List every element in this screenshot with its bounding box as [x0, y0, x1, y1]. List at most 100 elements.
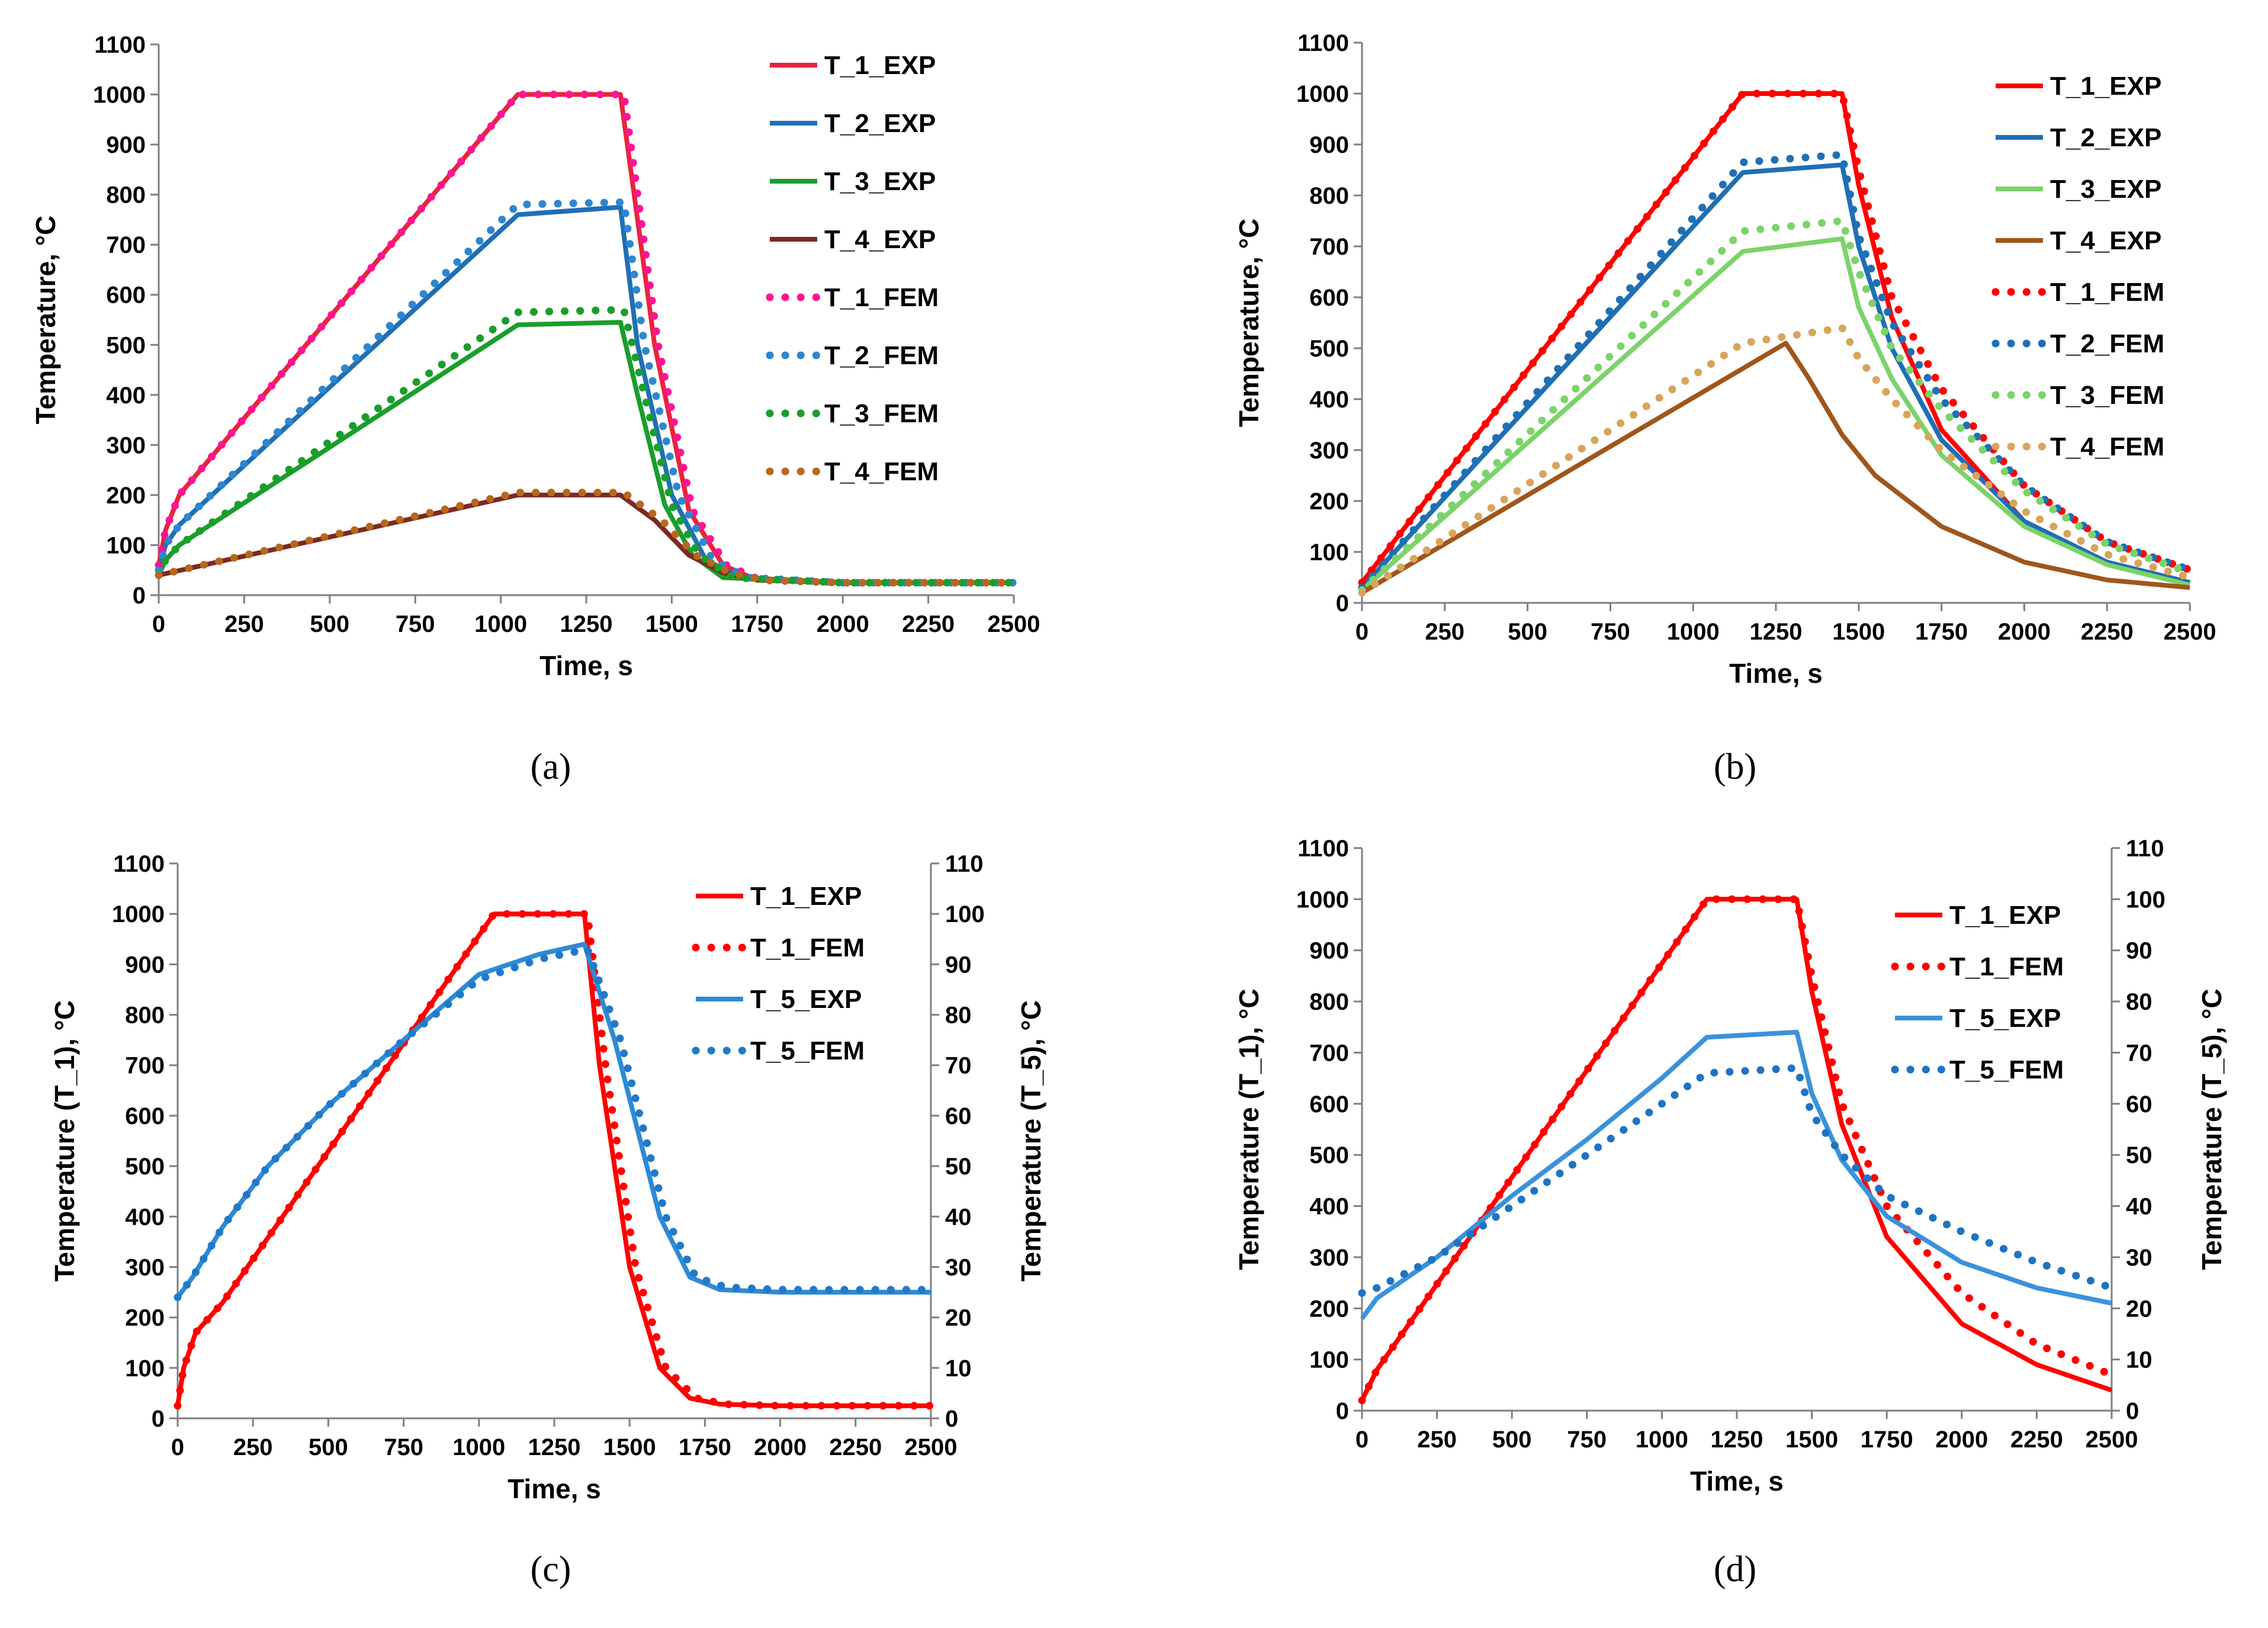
series-line-t-4-exp — [1360, 341, 2190, 595]
x-axis-title: Time, s — [1690, 1466, 1784, 1497]
legend-label: T_2_FEM — [824, 341, 939, 370]
y2-tick-label: 30 — [2126, 1245, 2153, 1271]
x-tick-label: 1500 — [645, 611, 698, 637]
y-tick-label: 200 — [106, 483, 146, 509]
chart-panel-c: 0 250 500 750 1000 1250 1500 1750 2000 2250 250001… — [49, 851, 1046, 1590]
y2-tick-label: 40 — [2126, 1194, 2153, 1220]
series-line-t-2-fem — [1358, 150, 2194, 592]
x-tick-label: 250 — [1417, 1427, 1457, 1453]
legend-label: T_1_FEM — [2050, 278, 2164, 307]
legend-label: T_1_FEM — [824, 283, 939, 312]
y2-tick-label: 20 — [2126, 1296, 2153, 1322]
series-line-t-3-fem — [155, 306, 1018, 587]
legend-label: T_3_EXP — [2050, 175, 2161, 204]
chart-panel-d: 0 250 500 750 1000 1250 1500 1750 2000 2250 250001… — [1233, 836, 2227, 1590]
y-tick-label: 1100 — [113, 851, 165, 877]
y2-tick-label: 80 — [945, 1003, 972, 1029]
x-tick-label: 1500 — [1832, 619, 1885, 645]
chart-panel-a: 0 250 500 750 1000 1250 1500 1750 2000 2250 2500 0 1… — [30, 32, 1040, 787]
series-line-t-4-exp — [158, 492, 1014, 585]
series-line-t-5-fem — [1358, 1064, 2116, 1297]
x-tick-label: 250 — [233, 1434, 273, 1460]
series-line-t-3-exp — [1360, 236, 2190, 592]
y-tick-label: 700 — [1309, 234, 1349, 260]
x-tick-label: 2500 — [2164, 619, 2216, 645]
y-tick-label: 400 — [1309, 387, 1349, 413]
y-tick-label: 500 — [106, 332, 146, 358]
legend-label: T_2_EXP — [824, 109, 936, 138]
y-tick-label: 1100 — [94, 32, 146, 58]
y-tick-label: 1100 — [1297, 836, 1349, 862]
x-tick-label: 0 — [152, 611, 165, 637]
y-tick-label: 300 — [1309, 438, 1349, 464]
x-tick-label: 2000 — [754, 1434, 807, 1460]
x-tick-label: 500 — [310, 611, 349, 637]
y-tick-label: 800 — [106, 182, 146, 208]
series-line-t-2-exp — [156, 204, 1014, 585]
y2-tick-label: 110 — [945, 851, 984, 877]
x-tick-label: 2000 — [1998, 619, 2051, 645]
y-tick-label: 1100 — [1297, 30, 1349, 56]
y-tick-label: 400 — [125, 1204, 165, 1230]
x-tick-label: 1000 — [474, 611, 527, 637]
y-tick-label: 200 — [1309, 1296, 1349, 1322]
x-axis-title: Time, s — [1729, 658, 1823, 689]
x-tick-label: 2250 — [829, 1434, 882, 1460]
series-line-t-3-fem — [1358, 217, 2194, 594]
x-tick-label: 2250 — [2081, 619, 2134, 645]
y-tick-label: 200 — [125, 1305, 165, 1331]
y2-axis-title: Temperature (T_5), °C — [1016, 1000, 1046, 1282]
panel-caption: (c) — [531, 1549, 571, 1590]
y2-tick-label: 40 — [945, 1204, 972, 1230]
x-tick-label: 500 — [309, 1434, 348, 1460]
y-axis-title: Temperature (T_1), °C — [49, 1000, 80, 1282]
y2-tick-label: 10 — [945, 1356, 972, 1382]
y-tick-label: 800 — [1309, 989, 1349, 1015]
legend-label: T_1_EXP — [2050, 72, 2161, 101]
x-tick-label: 750 — [384, 1434, 423, 1460]
y-tick-label: 400 — [106, 383, 146, 409]
x-tick-label: 250 — [1425, 619, 1464, 645]
y-axis-title: Temperature, °C — [1233, 219, 1264, 427]
y-tick-label: 500 — [125, 1154, 165, 1180]
y-tick-label: 100 — [1309, 540, 1349, 566]
y-tick-label: 700 — [106, 232, 146, 258]
y-tick-label: 600 — [125, 1103, 165, 1129]
y-tick-label: 800 — [125, 1003, 165, 1029]
legend-label: T_3_EXP — [824, 167, 936, 196]
y2-tick-label: 100 — [2126, 887, 2166, 913]
series-line-t-1-fem — [174, 910, 935, 1410]
x-tick-label: 250 — [224, 611, 264, 637]
legend-label: T_2_EXP — [2050, 123, 2161, 152]
series-line-t-5-exp — [1360, 1029, 2112, 1320]
y2-tick-label: 10 — [2126, 1347, 2153, 1373]
y-tick-label: 600 — [1309, 1091, 1349, 1118]
y2-tick-label: 80 — [2126, 989, 2153, 1015]
x-tick-label: 0 — [1355, 619, 1368, 645]
x-tick-label: 2500 — [905, 1434, 958, 1460]
x-tick-label: 2500 — [988, 611, 1040, 637]
series-line-t-1-fem — [1358, 895, 2116, 1405]
x-tick-label: 1250 — [528, 1434, 581, 1460]
legend-label: T_4_EXP — [824, 225, 936, 254]
series-line-t-4-fem — [155, 489, 1018, 587]
legend-label: T_5_EXP — [1949, 1004, 2061, 1033]
y2-tick-label: 20 — [945, 1305, 972, 1331]
y-tick-label: 600 — [1309, 285, 1349, 311]
y-tick-label: 100 — [125, 1356, 165, 1382]
x-tick-label: 750 — [396, 611, 435, 637]
x-tick-label: 1250 — [1750, 619, 1803, 645]
y-tick-label: 0 — [152, 1406, 165, 1432]
legend-label: T_3_FEM — [824, 399, 939, 428]
y2-tick-label: 0 — [945, 1406, 958, 1432]
y2-tick-label: 50 — [945, 1154, 972, 1180]
legend-label: T_5_FEM — [750, 1036, 865, 1065]
x-tick-label: 1750 — [679, 1434, 731, 1460]
x-tick-label: 0 — [171, 1434, 184, 1460]
y-tick-label: 300 — [106, 432, 146, 458]
y-tick-label: 0 — [1336, 1398, 1349, 1424]
y-tick-label: 500 — [1309, 1142, 1349, 1168]
legend-label: T_1_EXP — [750, 882, 862, 911]
y-tick-label: 400 — [1309, 1194, 1349, 1220]
x-tick-label: 1750 — [731, 611, 783, 637]
